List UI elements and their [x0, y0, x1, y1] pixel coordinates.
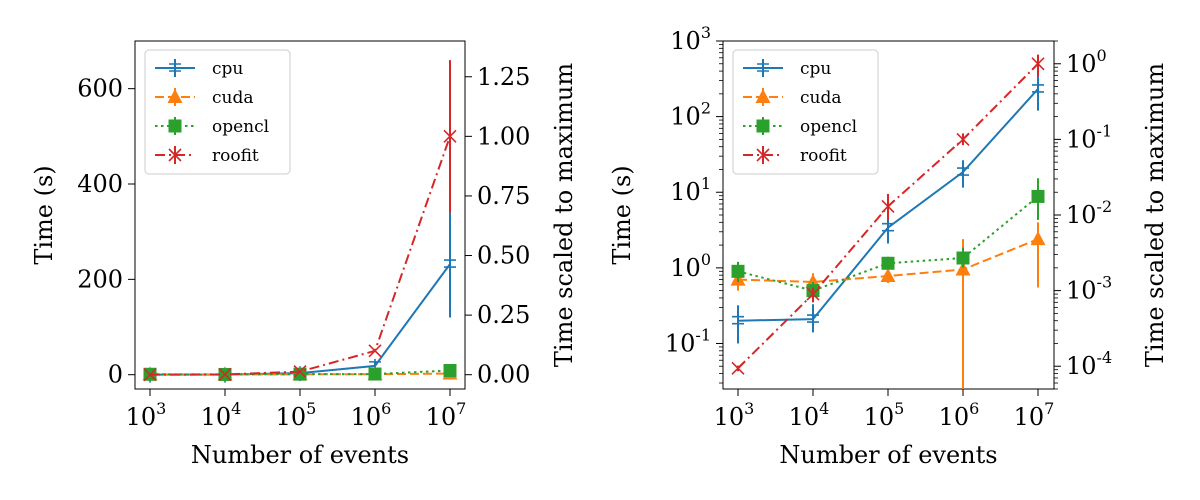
legend-marker-opencl	[168, 119, 182, 133]
y-right-tick-label: 10-4	[1066, 348, 1112, 380]
marker-opencl	[1031, 189, 1045, 203]
series-line-roofit	[149, 136, 451, 376]
y-right-tick-label: 10-3	[1066, 273, 1112, 305]
x-tick-label: 106	[351, 399, 392, 431]
x-axis-label: Number of events	[191, 441, 409, 469]
y-right-tick-label: 0.25	[477, 301, 530, 329]
marker-cpu	[444, 257, 456, 273]
y-axis-label: Time (s)	[30, 165, 58, 264]
y-tick-label: 103	[670, 23, 711, 55]
series-line-cpu	[149, 263, 451, 376]
y-tick-label: 600	[77, 75, 123, 103]
marker-cuda	[1030, 231, 1046, 246]
marker-cpu	[882, 220, 894, 236]
x-tick-label: 105	[864, 399, 905, 431]
x-tick-label: 106	[939, 399, 980, 431]
legend-marker-roofit	[168, 148, 182, 162]
y-right-tick-label: 10-2	[1066, 197, 1112, 229]
legend-label-roofit: roofit	[212, 146, 259, 166]
legend-label-opencl: opencl	[212, 117, 269, 137]
y-right-axis-label: Time scaled to maximum	[1141, 63, 1169, 367]
legend-marker-cpu	[757, 61, 769, 76]
y-tick-label: 200	[77, 265, 123, 293]
legend-marker-cuda	[755, 89, 771, 103]
legend-label-cuda: cuda	[800, 88, 842, 108]
x-tick-label: 104	[201, 399, 242, 431]
marker-roofit	[368, 344, 382, 358]
marker-opencl	[731, 264, 745, 278]
legend: cpu cuda opencl roofit	[732, 49, 879, 175]
y-tick-label: 0	[108, 361, 123, 389]
x-tick-label: 103	[126, 399, 167, 431]
legend-marker-roofit	[756, 148, 770, 162]
series-cpu	[144, 212, 456, 383]
y-tick-label: 101	[670, 174, 711, 206]
x-tick-label: 105	[276, 399, 317, 431]
y-right-tick-label: 0.00	[477, 361, 530, 389]
y-right-tick-label: 1.00	[477, 122, 530, 150]
marker-roofit	[1031, 57, 1045, 71]
y-tick-label: 100	[670, 250, 711, 282]
marker-roofit	[293, 365, 307, 379]
marker-roofit	[143, 368, 157, 382]
marker-opencl	[881, 256, 895, 270]
marker-cuda	[955, 261, 971, 276]
legend-label-opencl: opencl	[800, 117, 857, 137]
legend-marker-opencl	[756, 119, 770, 133]
x-tick-label: 103	[714, 399, 755, 431]
x-axis-label: Number of events	[779, 441, 997, 469]
marker-roofit	[956, 132, 970, 146]
y-tick-label: 10-1	[665, 325, 711, 357]
x-tick-label: 104	[789, 399, 830, 431]
legend-marker-cpu	[169, 61, 181, 76]
y-right-tick-label: 100	[1066, 46, 1107, 78]
marker-opencl	[368, 367, 382, 381]
legend: cpu cuda opencl roofit	[144, 49, 291, 175]
x-tick-label: 107	[1014, 399, 1055, 431]
marker-cpu	[1032, 81, 1044, 97]
legend-box	[144, 49, 291, 175]
marker-opencl	[443, 364, 457, 378]
marker-opencl	[956, 251, 970, 265]
legend-box	[732, 49, 879, 175]
marker-roofit	[443, 129, 457, 143]
y-axis-label: Time (s)	[608, 165, 636, 264]
y-right-axis-label: Time scaled to maximum	[550, 63, 578, 367]
x-tick-label: 107	[426, 399, 467, 431]
legend-label-cuda: cuda	[212, 88, 254, 108]
legend-marker-cuda	[167, 89, 183, 103]
y-right-tick-label: 0.50	[477, 242, 530, 270]
y-right-tick-label: 0.75	[477, 182, 530, 210]
marker-cpu	[807, 312, 819, 328]
y-tick-label: 400	[77, 170, 123, 198]
legend-label-roofit: roofit	[800, 146, 847, 166]
marker-roofit	[218, 367, 232, 382]
marker-roofit	[806, 287, 820, 301]
marker-roofit	[881, 199, 895, 213]
marker-cpu	[732, 313, 744, 329]
series-roofit	[143, 60, 457, 382]
legend-label-cpu: cpu	[800, 59, 831, 79]
marker-cpu	[957, 165, 969, 181]
log-time-chart: 103 104 105 106 107 Number of events 10-1 100 10…	[608, 23, 1169, 469]
linear-time-chart: 103 104 105 106 107 Number of events 0 200 400 60…	[30, 40, 578, 469]
series-roofit	[731, 54, 1045, 375]
y-tick-label: 102	[670, 99, 711, 131]
marker-roofit	[731, 361, 745, 375]
series-cuda	[730, 222, 1046, 389]
legend-label-cpu: cpu	[212, 59, 243, 79]
y-right-tick-label: 1.25	[477, 63, 530, 91]
marker-cuda	[880, 268, 896, 283]
y-right-tick-label: 10-1	[1066, 121, 1112, 153]
